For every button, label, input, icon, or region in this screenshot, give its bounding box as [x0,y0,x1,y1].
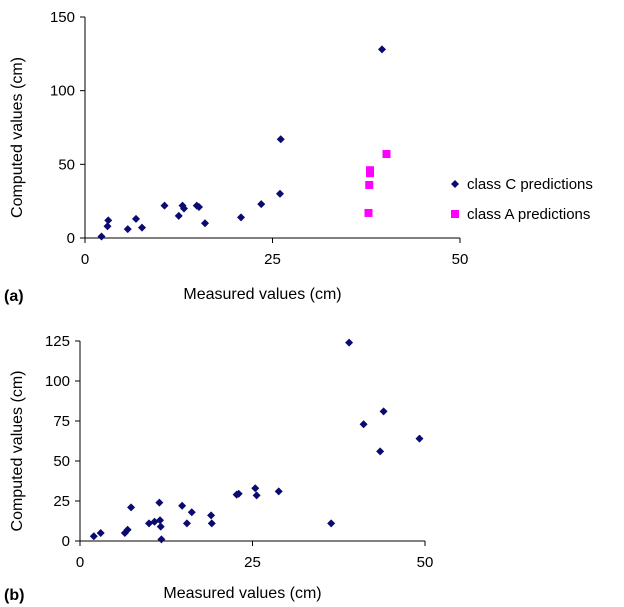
data-point [157,535,166,544]
x-axis-title: Measured values (cm) [183,286,341,303]
data-point-class-c [123,225,132,234]
panel-label: (b) [4,587,24,604]
x-tick-label: 50 [452,251,469,268]
data-point [207,511,216,520]
data-point [156,516,165,525]
data-point-class-c [174,211,183,220]
x-tick-label: 25 [244,554,261,571]
data-point [376,447,385,456]
y-tick-label: 100 [50,83,75,100]
y-tick-label: 50 [53,453,70,470]
legend-label: class A predictions [467,206,590,223]
y-tick-label: 75 [53,413,70,430]
y-tick-label: 100 [45,373,70,390]
data-point [96,529,105,537]
legend-label: class C predictions [467,176,593,193]
data-point-class-c [138,223,146,232]
data-point-class-c [132,214,140,223]
data-point-class-c [180,204,188,213]
data-point-class-c [237,213,245,222]
data-point-class-c [104,216,113,225]
data-point [379,407,388,416]
y-tick-label: 0 [62,533,70,550]
legend-marker-class-a [451,210,459,218]
data-point [345,338,354,347]
data-point [327,519,336,528]
data-point [251,484,260,493]
data-point [127,503,136,512]
data-point-class-c [195,203,203,212]
data-point-class-a [364,208,373,217]
scatter-panel-b: 0 25 50 75 100 125 0 25 50 Measured values (cm) Co… [4,333,433,604]
data-point-class-c [276,135,285,144]
scatter-panel-a: 0 50 100 150 0 25 50 Measured values (cm) Comput… [4,9,593,305]
data-point [274,487,283,496]
x-tick-label: 0 [81,251,89,268]
y-axis-title: Computed values (cm) [9,371,26,532]
data-point [156,522,165,531]
y-tick-label: 150 [50,9,75,26]
data-point-class-c [378,45,386,54]
y-tick-label: 25 [53,493,70,510]
data-point-class-a [365,180,374,189]
data-point-class-c [103,222,112,231]
data-point [178,501,187,510]
data-point [155,498,164,507]
data-point [120,529,129,537]
data-point [234,489,243,498]
data-point [252,491,261,500]
y-tick-label: 50 [58,156,75,173]
panel-label: (a) [4,288,24,305]
data-point [182,519,191,528]
y-tick-label: 125 [45,333,70,350]
data-point-class-a [366,166,374,175]
data-point [187,508,196,517]
data-point [359,420,368,429]
data-point-class-c [160,201,169,210]
data-point-class-a [382,150,391,159]
x-tick-label: 50 [417,554,434,571]
x-tick-label: 25 [264,251,281,268]
data-point-class-c [201,219,209,228]
y-tick-label: 0 [67,230,75,247]
data-point-class-c [257,200,266,209]
data-point [207,519,216,528]
data-point-class-c [276,189,284,198]
legend-marker-class-c [451,180,459,188]
y-axis-title: Computed values (cm) [9,57,26,218]
data-point-class-c [97,232,106,241]
data-point [89,532,98,541]
data-point [415,434,424,443]
x-axis-title: Measured values (cm) [163,585,321,602]
x-tick-label: 0 [76,554,84,571]
data-point [123,525,132,534]
